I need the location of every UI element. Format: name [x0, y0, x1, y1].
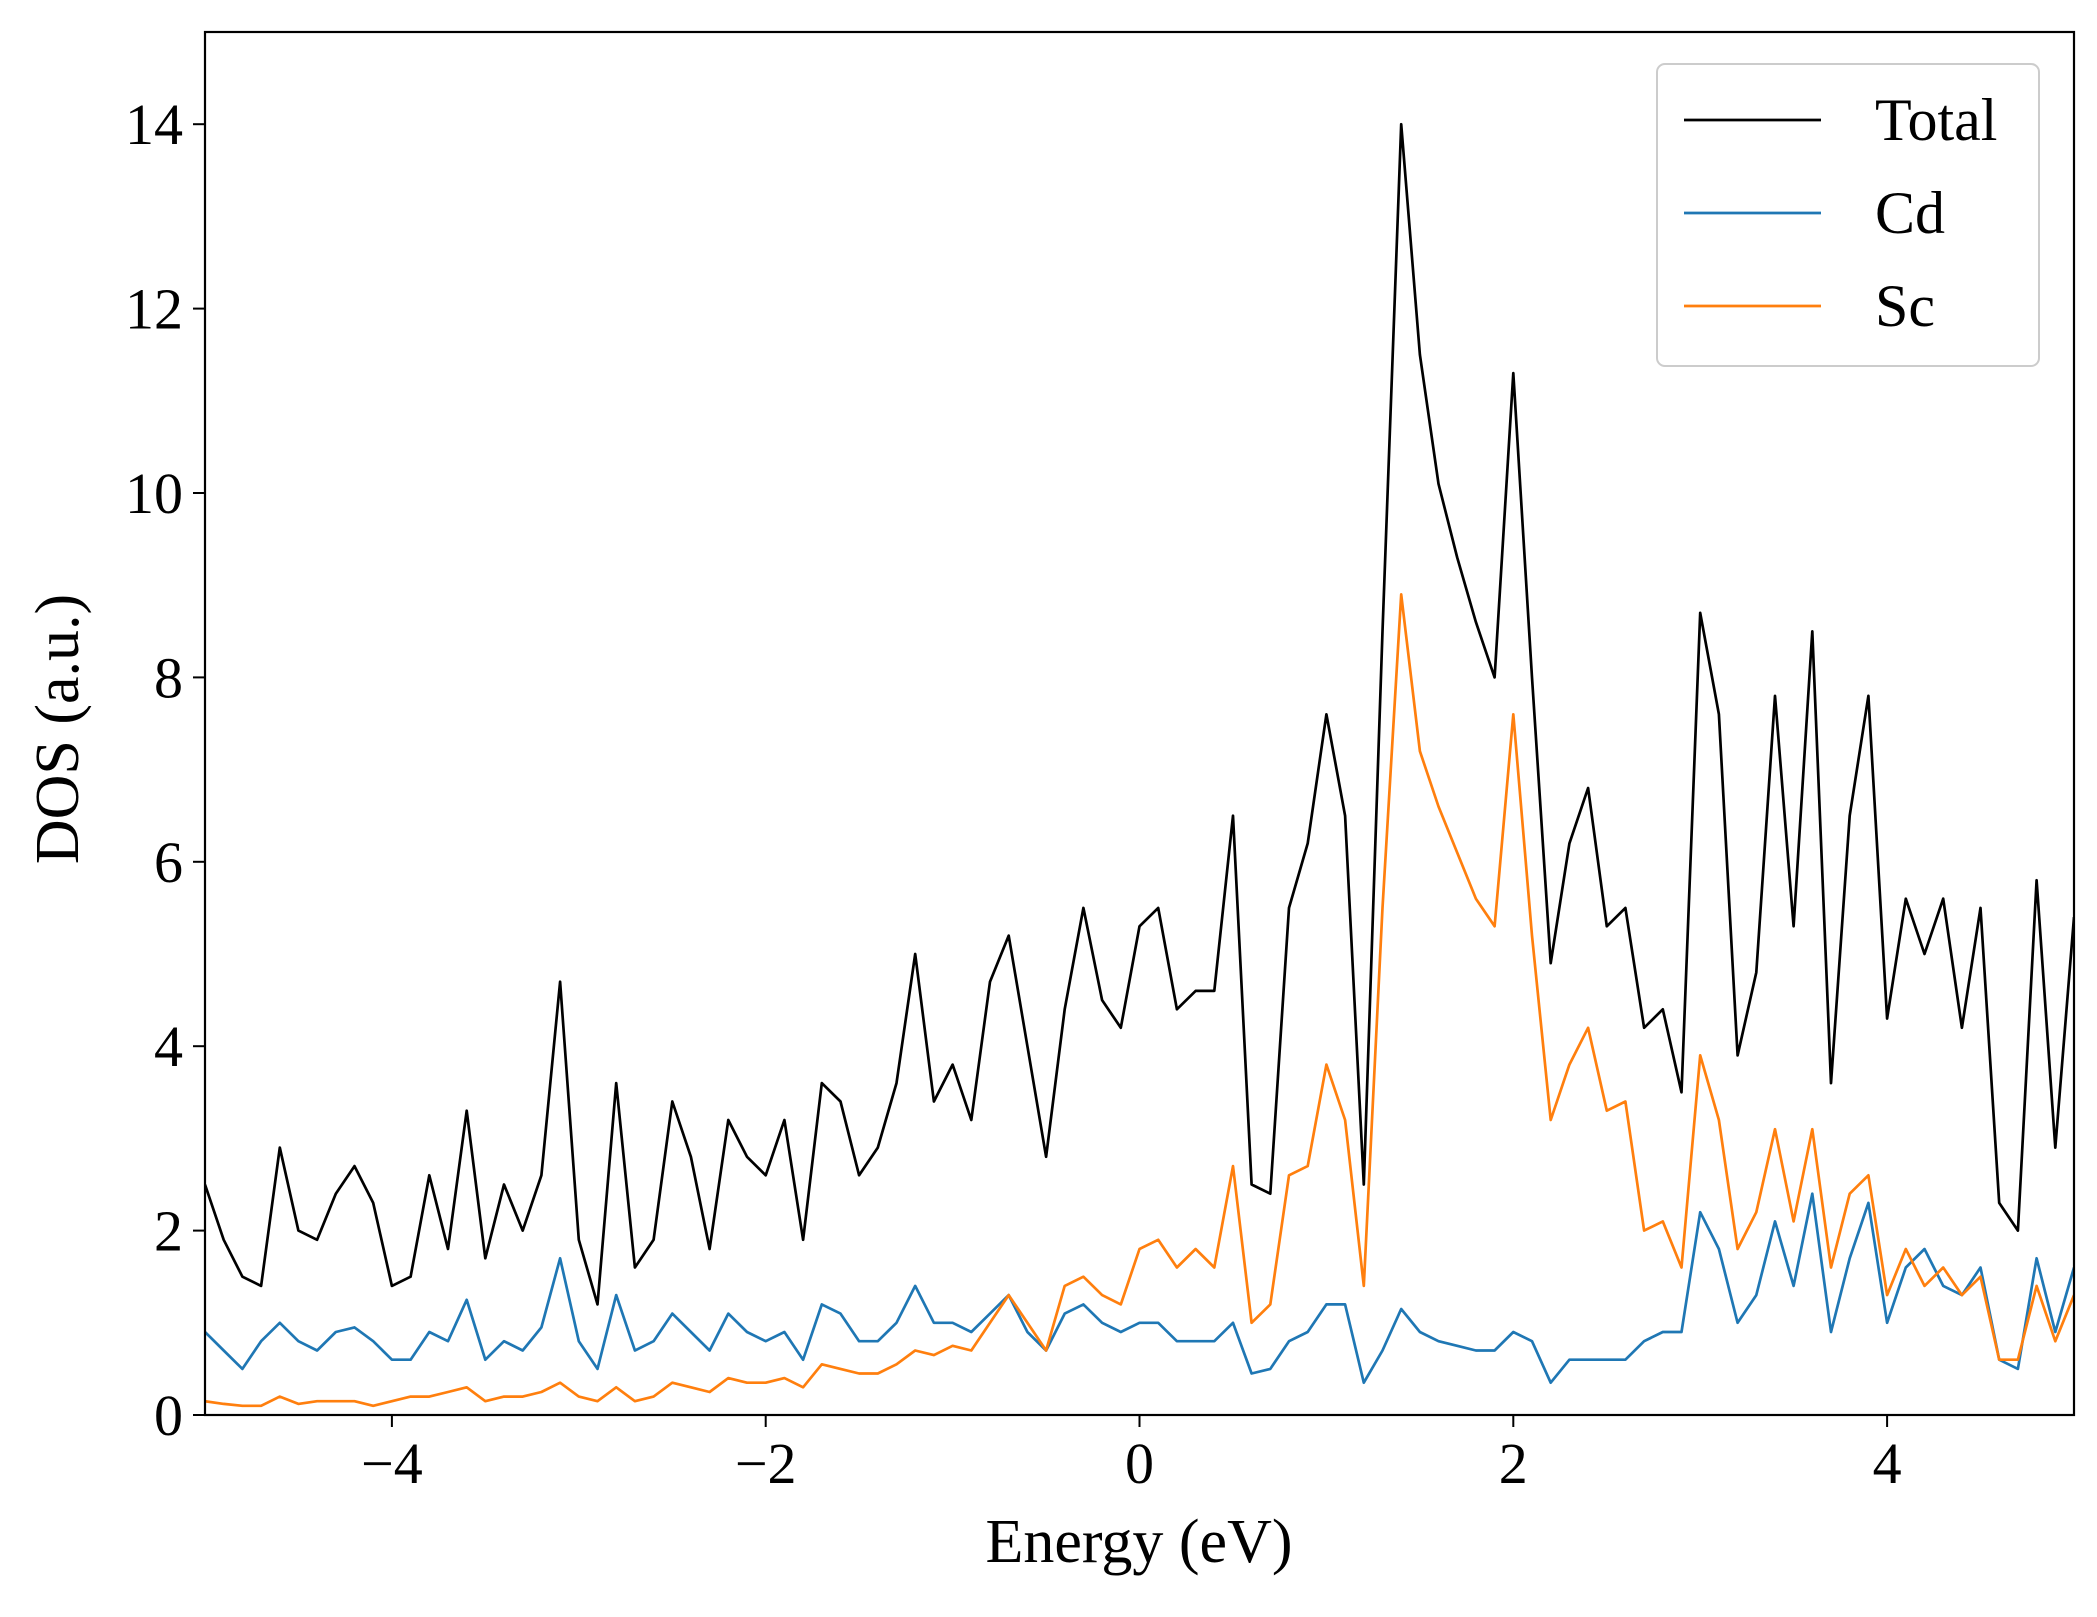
y-tick-label: 0 [154, 1383, 183, 1448]
plot-frame [203, 30, 2076, 1417]
y-tick-label: 6 [154, 830, 183, 895]
y-tick-label: 12 [125, 277, 183, 342]
x-tick-label: −2 [735, 1431, 797, 1496]
legend-label: Total [1875, 87, 1997, 153]
y-tick-label: 14 [125, 92, 183, 157]
series-line [205, 122, 2074, 1306]
y-tick-label: 4 [154, 1014, 183, 1079]
y-tick-label: 8 [154, 645, 183, 710]
series-line [205, 593, 2074, 1408]
x-tick-label: 4 [1873, 1431, 1902, 1496]
y-tick-label: 2 [154, 1199, 183, 1264]
legend-box [1656, 63, 2040, 367]
x-tick-label: 0 [1125, 1431, 1154, 1496]
y-axis-label: DOS (a.u.) [24, 594, 92, 864]
series-line [205, 1192, 2074, 1385]
legend-label: Cd [1875, 180, 1945, 246]
x-tick-label: −4 [361, 1431, 423, 1496]
x-axis-label: Energy (eV) [985, 1508, 1292, 1576]
y-tick-label: 10 [125, 461, 183, 526]
legend-label: Sc [1875, 273, 1935, 339]
x-tick-label: 2 [1499, 1431, 1528, 1496]
